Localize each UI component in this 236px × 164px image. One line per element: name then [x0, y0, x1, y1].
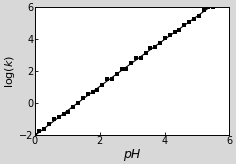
Y-axis label: log($k$): log($k$)	[4, 54, 17, 88]
X-axis label: pH: pH	[123, 148, 141, 161]
